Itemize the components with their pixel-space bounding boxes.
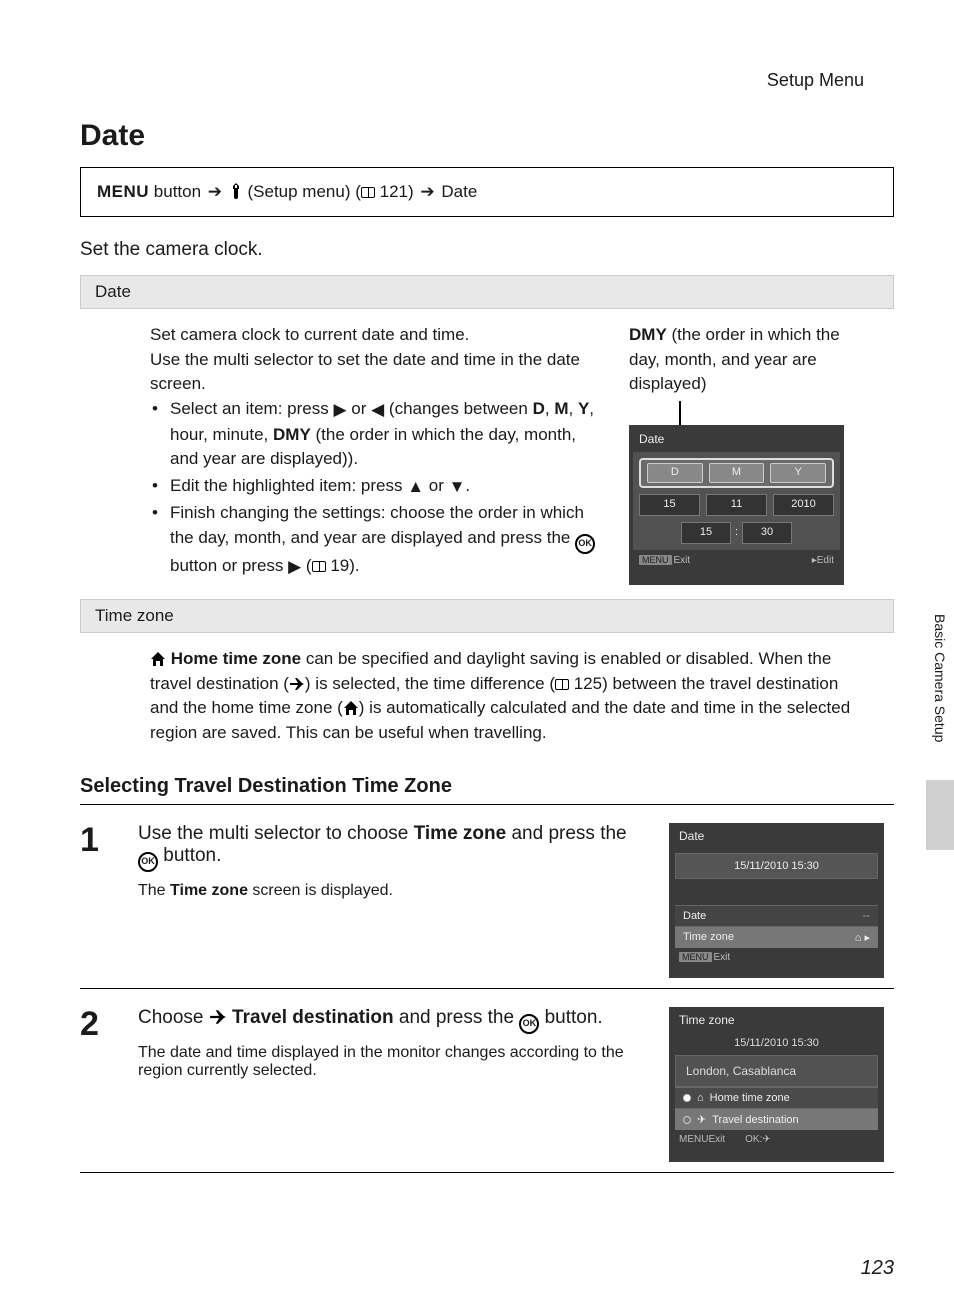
- subsection-heading: Selecting Travel Destination Time Zone: [80, 775, 894, 798]
- callout-line: [679, 401, 681, 425]
- datetime-display: 15/11/2010 15:30: [675, 853, 878, 879]
- triangle-right-icon: ▶: [333, 398, 346, 423]
- opt-travel-destination: ✈Travel destination: [675, 1108, 878, 1130]
- plane-icon: [209, 1009, 227, 1025]
- triangle-right-icon: ▶: [288, 555, 301, 580]
- wrench-icon: [229, 183, 243, 199]
- book-ref-icon: [312, 561, 326, 572]
- page-title: Date: [80, 119, 894, 153]
- side-tab: Basic Camera Setup: [926, 610, 954, 850]
- opt-home-timezone: ⌂Home time zone: [675, 1087, 878, 1108]
- step-1: 1 Use the multi selector to choose Time …: [80, 805, 894, 989]
- home-icon: [343, 701, 359, 715]
- day-value: 15: [639, 494, 700, 516]
- bullet-item: Select an item: press ▶ or ◀ (changes be…: [170, 397, 603, 472]
- timezone-body: Home time zone can be specified and dayl…: [80, 633, 894, 760]
- intro-text: Set the camera clock.: [80, 239, 894, 261]
- dmy-caption: DMY (the order in which the day, month, …: [629, 323, 854, 397]
- year-value: 2010: [773, 494, 834, 516]
- menu-item-date: Date--: [675, 905, 878, 926]
- breadcrumb: MENU button ➔ (Setup menu) ( 121) ➔ Date: [80, 168, 894, 217]
- ok-button-icon: OK: [519, 1014, 539, 1034]
- hour-value: 15: [681, 522, 731, 544]
- radio-off-icon: [683, 1116, 691, 1124]
- month-value: 11: [706, 494, 767, 516]
- triangle-left-icon: ◀: [371, 398, 384, 423]
- menu-item-timezone: Time zone⌂ ▸: [675, 926, 878, 948]
- bullet-item: Finish changing the settings: choose the…: [170, 501, 603, 579]
- dmy-m: M: [709, 463, 765, 483]
- plane-icon: [289, 677, 305, 691]
- home-icon: ⌂ ▸: [855, 931, 870, 944]
- bullet-item: Edit the highlighted item: press ▲ or ▼.: [170, 474, 603, 500]
- plane-icon: ✈: [697, 1113, 706, 1126]
- arrow-right-icon: ➔: [420, 182, 434, 201]
- location-label: London, Casablanca: [675, 1055, 878, 1087]
- triangle-down-icon: ▼: [449, 475, 466, 500]
- dmy-d: D: [647, 463, 703, 483]
- radio-on-icon: [683, 1094, 691, 1102]
- date-body: Set camera clock to current date and tim…: [80, 309, 894, 599]
- date-subheader: Date: [80, 275, 894, 309]
- book-ref-icon: [555, 679, 569, 690]
- datetime-display: 15/11/2010 15:30: [669, 1031, 884, 1051]
- ok-button-icon: OK: [575, 534, 595, 554]
- lcd-menu-screen: Date 15/11/2010 15:30 Date-- Time zone⌂ …: [669, 823, 884, 978]
- edit-label: ▸Edit: [812, 554, 834, 569]
- triangle-up-icon: ▲: [407, 475, 424, 500]
- dmy-y: Y: [770, 463, 826, 483]
- section-header: Setup Menu: [80, 70, 894, 91]
- minute-value: 30: [742, 522, 792, 544]
- timezone-subheader: Time zone: [80, 599, 894, 633]
- tab-marker: [926, 780, 954, 850]
- step-2: 2 Choose Travel destination and press th…: [80, 989, 894, 1173]
- book-ref-icon: [361, 187, 375, 198]
- ok-button-icon: OK: [138, 852, 158, 872]
- menu-label: MENU: [97, 182, 149, 201]
- lcd-timezone-screen: Time zone 15/11/2010 15:30 London, Casab…: [669, 1007, 884, 1162]
- lcd-date-screen: Date D M Y 15 11 2010 15: [629, 425, 844, 585]
- page-number: 123: [861, 1257, 894, 1280]
- manual-page: Setup Menu Date MENU button ➔ (Setup men…: [0, 0, 954, 1314]
- home-icon: [150, 652, 166, 666]
- home-icon: ⌂: [697, 1092, 704, 1104]
- arrow-right-icon: ➔: [208, 182, 222, 201]
